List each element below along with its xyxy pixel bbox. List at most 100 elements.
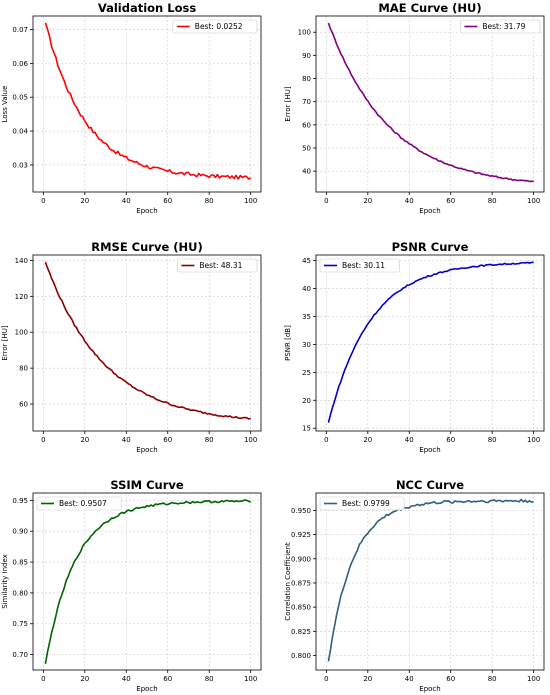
y-tick-label: 30 <box>302 341 311 349</box>
legend: Best: 0.0252 <box>172 19 258 34</box>
chart-panel-5: 0 20 40 60 80 100 0.70 0.75 0.80 0.85 0.90 0.95 SSIM… <box>1 478 262 693</box>
y-tick-label: 80 <box>302 75 311 83</box>
y-axis-label: Similarity Index <box>1 554 9 609</box>
y-tick-label: 100 <box>15 329 28 337</box>
y-axis-label: Error [HU] <box>284 86 292 121</box>
legend-label: Best: 0.9507 <box>59 499 107 508</box>
legend-label: Best: 31.79 <box>482 22 525 31</box>
series-line <box>44 261 251 420</box>
x-tick-label: 40 <box>122 197 131 205</box>
y-tick-label: 40 <box>302 168 311 176</box>
legend: Best: 30.11 <box>319 258 400 273</box>
plot-frame <box>32 492 262 671</box>
legend: Best: 31.79 <box>460 19 541 34</box>
y-tick-label: 0.90 <box>12 528 28 536</box>
y-tick-label: 0.70 <box>12 651 28 659</box>
x-tick-label: 20 <box>363 197 372 205</box>
y-tick-label: 0.95 <box>12 497 28 505</box>
x-tick-label: 20 <box>80 436 89 444</box>
chart-title: NCC Curve <box>396 478 464 492</box>
plot-frame <box>32 15 262 193</box>
x-tick-label: 60 <box>446 675 455 683</box>
legend-box <box>177 258 258 273</box>
series-line <box>44 22 252 180</box>
y-tick-label: 60 <box>19 401 28 409</box>
y-tick-label: 90 <box>302 52 311 60</box>
plot-frame <box>315 254 545 432</box>
legend-box <box>319 258 400 273</box>
legend-label: Best: 30.11 <box>342 261 385 270</box>
y-tick-label: 0.04 <box>12 128 28 136</box>
y-tick-label: 140 <box>15 257 28 265</box>
x-tick-label: 80 <box>205 197 214 205</box>
x-tick-label: 20 <box>80 197 89 205</box>
x-tick-label: 100 <box>527 436 540 444</box>
x-axis-label: Epoch <box>419 446 440 454</box>
x-axis-label: Epoch <box>136 207 157 215</box>
x-axis-label: Epoch <box>419 685 440 693</box>
chart-title: Validation Loss <box>98 1 197 15</box>
y-tick-label: 0.875 <box>291 579 311 587</box>
y-tick-label: 45 <box>302 257 311 265</box>
x-tick-label: 60 <box>163 436 172 444</box>
y-tick-label: 0.03 <box>12 161 28 169</box>
y-axis-label: Correlation Coefficient <box>284 542 292 621</box>
y-axis-label: Loss Value <box>1 86 9 123</box>
series-line <box>44 499 251 664</box>
chart-title: RMSE Curve (HU) <box>91 240 203 254</box>
x-axis-label: Epoch <box>136 446 157 454</box>
x-tick-label: 80 <box>205 675 214 683</box>
series-line <box>327 22 534 183</box>
y-tick-label: 100 <box>298 29 311 37</box>
x-tick-label: 20 <box>80 675 89 683</box>
x-tick-label: 0 <box>41 675 45 683</box>
x-tick-label: 80 <box>488 436 497 444</box>
y-tick-label: 0.825 <box>291 628 311 636</box>
chart-panel-6: 0 20 40 60 80 100 0.800 0.825 0.850 0.875 0.900 0.9… <box>284 478 545 693</box>
x-axis-label: Epoch <box>419 207 440 215</box>
x-tick-label: 20 <box>363 675 372 683</box>
y-tick-label: 0.925 <box>291 531 311 539</box>
x-tick-label: 60 <box>163 675 172 683</box>
x-tick-label: 0 <box>324 197 328 205</box>
x-axis-label: Epoch <box>136 685 157 693</box>
y-tick-label: 0.850 <box>291 604 311 612</box>
legend-label: Best: 0.0252 <box>195 22 243 31</box>
y-tick-label: 0.85 <box>12 559 28 567</box>
legend-label: Best: 0.9799 <box>342 499 390 508</box>
x-tick-label: 60 <box>446 436 455 444</box>
y-tick-label: 0.05 <box>12 94 28 102</box>
legend: Best: 48.31 <box>177 258 258 273</box>
y-tick-label: 80 <box>19 365 28 373</box>
legend: Best: 0.9507 <box>36 496 122 511</box>
plot-frame <box>315 492 545 671</box>
legend-box <box>172 19 258 34</box>
y-tick-label: 0.800 <box>291 652 311 660</box>
legend-box <box>460 19 541 34</box>
chart-panel-4: 0 20 40 60 80 100 15 20 25 30 35 40 45 PSNR Curve Epoc… <box>284 240 545 454</box>
x-tick-label: 60 <box>446 197 455 205</box>
series-line <box>327 261 534 423</box>
chart-title: SSIM Curve <box>110 478 184 492</box>
x-tick-label: 80 <box>488 675 497 683</box>
chart-panel-2: 0 20 40 60 80 100 40 50 60 70 80 90 100 MAE Curve (HU… <box>284 1 545 215</box>
x-tick-label: 100 <box>244 436 257 444</box>
plot-frame <box>315 15 545 193</box>
x-tick-label: 40 <box>405 436 414 444</box>
y-tick-label: 0.950 <box>291 507 311 515</box>
x-tick-label: 80 <box>205 436 214 444</box>
x-tick-label: 80 <box>488 197 497 205</box>
chart-panel-3: 0 20 40 60 80 100 60 80 100 120 140 RMSE Curve (HU)… <box>1 240 262 454</box>
y-tick-label: 0.80 <box>12 589 28 597</box>
legend: Best: 0.9799 <box>319 496 405 511</box>
y-axis-label: Error [HU] <box>1 325 9 360</box>
chart-title: PSNR Curve <box>392 240 469 254</box>
series-line <box>327 498 534 662</box>
y-axis-label: PSNR [dB] <box>284 325 292 361</box>
x-tick-label: 40 <box>405 197 414 205</box>
x-tick-label: 0 <box>41 436 45 444</box>
legend-label: Best: 48.31 <box>199 261 242 270</box>
plot-frame <box>32 254 262 432</box>
y-tick-label: 40 <box>302 285 311 293</box>
y-tick-label: 0.900 <box>291 555 311 563</box>
